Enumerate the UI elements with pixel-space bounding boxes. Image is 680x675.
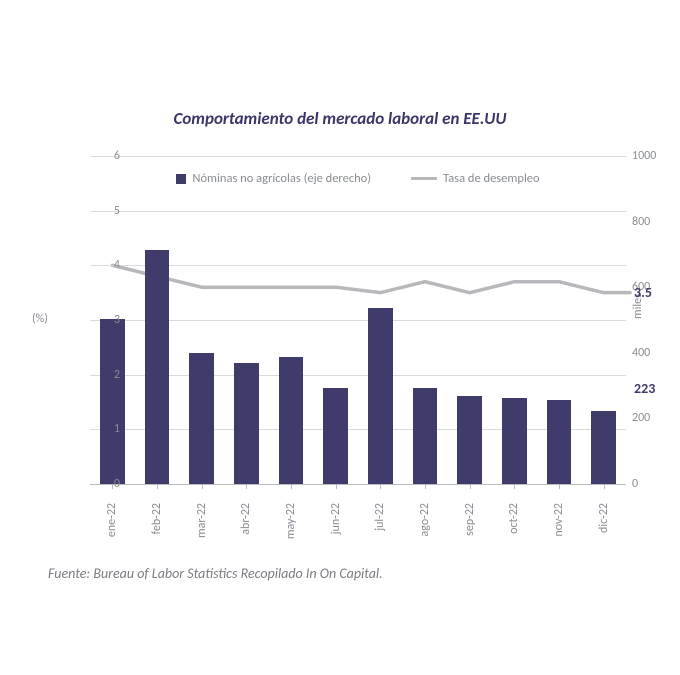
x-tick-label: ago-22 — [418, 503, 432, 553]
x-tickmark — [202, 484, 203, 489]
x-tickmark — [514, 484, 515, 489]
bar — [413, 388, 438, 484]
gridline — [90, 156, 626, 157]
gridline — [90, 265, 626, 266]
y-left-tick: 5 — [90, 204, 120, 218]
y-left-tick: 3 — [90, 313, 120, 327]
x-tick-label: may-22 — [284, 503, 298, 553]
gridline — [90, 375, 626, 376]
y-left-axis-label: (%) — [32, 312, 48, 326]
x-tick-label: jul-22 — [373, 503, 387, 553]
x-tickmark — [291, 484, 292, 489]
bar — [591, 411, 616, 484]
x-axis-baseline — [90, 484, 626, 485]
y-left-tick: 6 — [90, 149, 120, 163]
x-tickmark — [604, 484, 605, 489]
x-tick-label: sep-22 — [463, 503, 477, 553]
x-tickmark — [425, 484, 426, 489]
x-tick-label: nov-22 — [552, 503, 566, 553]
bar — [189, 353, 214, 484]
y-right-tick: 0 — [632, 477, 672, 491]
gridline — [90, 320, 626, 321]
x-tick-label: feb-22 — [150, 503, 164, 553]
bar — [145, 250, 170, 484]
bar — [100, 319, 125, 484]
x-tick-label: ene-22 — [105, 503, 119, 553]
y-right-tick: 400 — [632, 346, 672, 360]
y-left-tick: 4 — [90, 258, 120, 272]
source-note: Fuente: Bureau of Labor Statistics Recop… — [48, 565, 383, 582]
chart-title: Comportamiento del mercado laboral en EE… — [0, 108, 680, 129]
callout-label: 3.5 — [634, 284, 652, 301]
gridline — [90, 211, 626, 212]
x-tickmark — [336, 484, 337, 489]
y-right-tick: 200 — [632, 411, 672, 425]
x-tickmark — [380, 484, 381, 489]
x-tick-label: abr-22 — [239, 503, 253, 553]
bar — [323, 388, 348, 484]
callout-label: 223 — [634, 380, 655, 397]
bar — [502, 398, 527, 484]
x-tick-label: oct-22 — [507, 503, 521, 553]
y-left-tick: 0 — [90, 477, 120, 491]
bar — [368, 308, 393, 484]
y-right-tick: 1000 — [632, 149, 672, 163]
bar — [547, 400, 572, 484]
x-tickmark — [246, 484, 247, 489]
x-tick-label: mar-22 — [195, 503, 209, 553]
labor-market-chart: Comportamiento del mercado laboral en EE… — [0, 0, 680, 675]
x-tick-label: dic-22 — [597, 503, 611, 553]
bar — [279, 357, 304, 484]
x-tickmark — [157, 484, 158, 489]
bar — [234, 363, 259, 484]
x-tick-label: jun-22 — [329, 503, 343, 553]
x-tickmark — [559, 484, 560, 489]
x-tickmark — [470, 484, 471, 489]
y-right-tick: 800 — [632, 215, 672, 229]
plot-area: Nóminas no agrícolas (eje derecho) Tasa … — [90, 156, 626, 484]
y-left-tick: 1 — [90, 422, 120, 436]
bar — [457, 396, 482, 484]
y-left-tick: 2 — [90, 368, 120, 382]
gridline — [90, 429, 626, 430]
